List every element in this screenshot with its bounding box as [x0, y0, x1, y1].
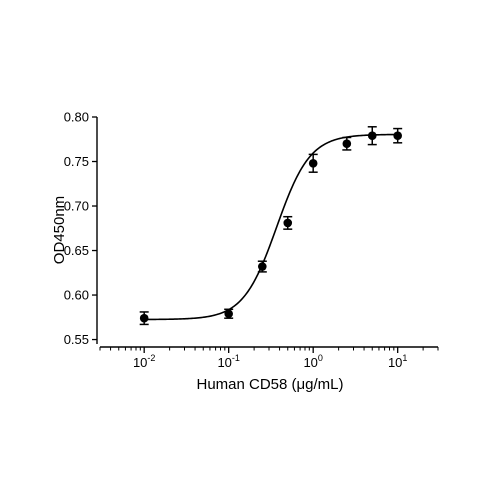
data-point — [258, 262, 267, 271]
data-point — [367, 131, 377, 140]
data-point — [393, 131, 402, 140]
y-tick-label: 0.70 — [64, 199, 89, 214]
x-ticks-group: 10-2 10-1 100 101 — [99, 347, 439, 370]
data-point — [283, 218, 293, 228]
data-point — [139, 313, 149, 323]
data-point — [224, 309, 233, 319]
x-axis-title: Human CD58 (μg/mL) — [196, 376, 343, 393]
data-point — [342, 139, 352, 149]
x-tick-label: 100 — [303, 353, 322, 370]
fit-curve — [144, 133, 398, 321]
x-tick-label: 10-2 — [133, 353, 155, 370]
data-points-group — [139, 131, 402, 323]
data-point — [308, 158, 318, 168]
x-tick-label: 101 — [388, 353, 407, 370]
y-ticks-group: 0.55 0.60 0.65 0.70 0.75 0.80 — [64, 110, 97, 347]
y-tick-label: 0.80 — [64, 110, 89, 125]
error-bars-group — [139, 126, 403, 326]
x-tick-label: 10-1 — [217, 353, 239, 370]
y-tick-label: 0.60 — [64, 288, 89, 303]
y-tick-label: 0.75 — [64, 154, 89, 169]
y-axis-title: OD450nm — [51, 196, 68, 264]
y-tick-label: 0.55 — [64, 332, 89, 347]
fit-curve-group — [144, 133, 398, 321]
y-tick-label: 0.65 — [64, 243, 89, 258]
